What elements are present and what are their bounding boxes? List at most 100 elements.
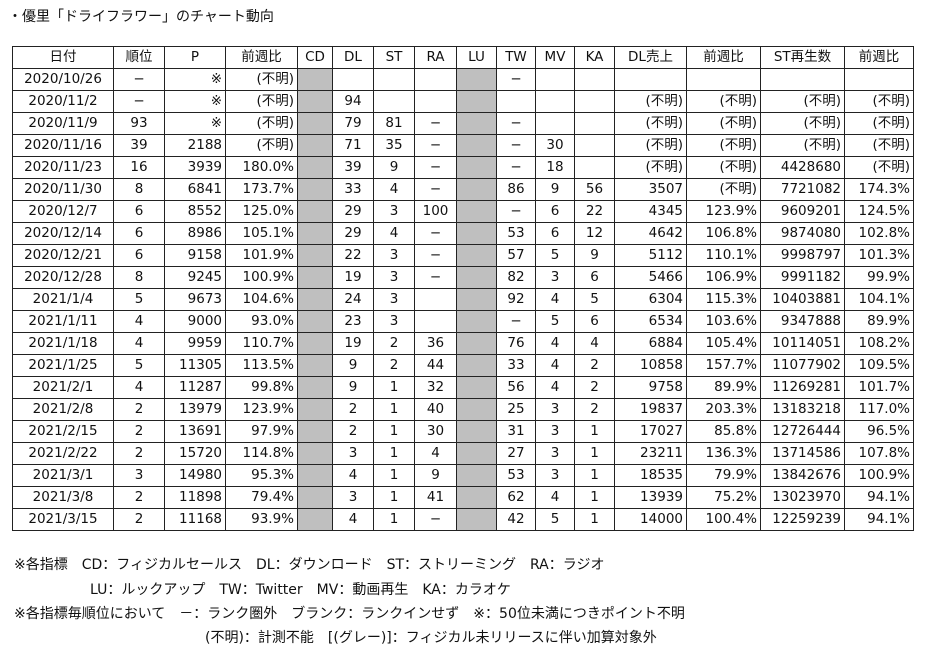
table-cell: 35: [373, 134, 415, 157]
table-cell: 3: [113, 464, 165, 487]
note: LU：ルックアップ TW：Twitter MV：動画再生 KA：カラオケ: [90, 582, 511, 598]
table-cell: (不明): [686, 134, 761, 157]
table-cell: [297, 354, 333, 377]
table-cell: 2188: [164, 134, 226, 157]
table-cell: 2020/12/7: [12, 200, 114, 223]
table-cell: 2020/11/9: [12, 112, 114, 135]
table-row: 2021/1/25 5 11305 113.5% 9 2 44 33 4 2 10858 157.7%…: [12, 354, 914, 377]
column-header: DL: [332, 46, 374, 69]
table-cell: 79.4%: [225, 486, 298, 509]
table-cell: 25: [496, 398, 536, 421]
table-cell: 9874080: [760, 222, 845, 245]
column-header: LU: [456, 46, 497, 69]
column-header: RA: [414, 46, 457, 69]
table-cell: 12: [574, 222, 615, 245]
table-cell: −: [414, 266, 457, 289]
table-cell: 9: [373, 156, 415, 179]
table-cell: 174.3%: [844, 178, 914, 201]
table-cell: 10858: [614, 354, 687, 377]
table-cell: 3: [535, 420, 575, 443]
table-cell: 93.0%: [225, 310, 298, 333]
table-cell: −: [414, 112, 457, 135]
table-cell: 29: [332, 222, 374, 245]
table-cell: 9: [332, 354, 374, 377]
table-row: 2021/3/1 3 14980 95.3% 4 1 9 53 3 1 18535 79.9% 1384…: [12, 464, 914, 487]
column-header: P: [164, 46, 226, 69]
table-cell: 2: [373, 354, 415, 377]
table-cell: 4642: [614, 222, 687, 245]
note: ※各指標 CD：フィジカルセールス DL：ダウンロード ST：ストリーミング R…: [14, 557, 605, 573]
table-cell: [414, 288, 457, 311]
table-cell: [373, 90, 415, 113]
table-cell: 2: [113, 486, 165, 509]
table-row: 2021/1/4 5 9673 104.6% 24 3 92 4 5 6304 115.3% 1040…: [12, 288, 914, 311]
table-cell: 14000: [614, 508, 687, 531]
table-cell: 13691: [164, 420, 226, 443]
table-cell: [456, 310, 497, 333]
table-cell: [297, 508, 333, 531]
table-cell: [297, 68, 333, 91]
table-cell: −: [496, 156, 536, 179]
table-cell: (不明): [614, 134, 687, 157]
table-cell: 157.7%: [686, 354, 761, 377]
table-cell: 79: [332, 112, 374, 135]
table-cell: [456, 420, 497, 443]
table-cell: 8986: [164, 222, 226, 245]
table-cell: [297, 332, 333, 355]
table-cell: 33: [496, 354, 536, 377]
table-cell: [414, 68, 457, 91]
table-cell: 1: [373, 376, 415, 399]
table-cell: ※: [164, 68, 226, 91]
table-cell: 3939: [164, 156, 226, 179]
table-cell: 94: [332, 90, 374, 113]
table-cell: −: [414, 134, 457, 157]
table-cell: [456, 156, 497, 179]
table-cell: 103.6%: [686, 310, 761, 333]
table-cell: 4: [574, 332, 615, 355]
table-cell: 42: [496, 508, 536, 531]
table-cell: 109.5%: [844, 354, 914, 377]
table-cell: [297, 222, 333, 245]
table-cell: [297, 398, 333, 421]
table-cell: 9959: [164, 332, 226, 355]
table-cell: 6: [574, 266, 615, 289]
table-cell: 107.8%: [844, 442, 914, 465]
table-cell: 9758: [614, 376, 687, 399]
table-cell: −: [113, 90, 165, 113]
table-cell: [456, 112, 497, 135]
table-row: 2020/12/14 6 8986 105.1% 29 4−53 6 12 4642 106.8%…: [12, 222, 914, 245]
table-cell: [297, 156, 333, 179]
table-cell: (不明): [844, 90, 914, 113]
table-cell: [297, 134, 333, 157]
table-cell: 125.0%: [225, 200, 298, 223]
table-cell: (不明): [614, 156, 687, 179]
table-cell: 10114051: [760, 332, 845, 355]
table-cell: [456, 222, 497, 245]
table-cell: 6: [113, 244, 165, 267]
table-cell: 30: [414, 420, 457, 443]
table-cell: 1: [373, 420, 415, 443]
table-cell: [574, 156, 615, 179]
table-cell: 22: [332, 244, 374, 267]
header-row: 日付 順位 P 前週比 CD DL ST RA LU TW MV KA DL売上 前週比 ST再生数 前週比: [12, 46, 914, 69]
column-header: CD: [297, 46, 333, 69]
table-cell: −: [414, 156, 457, 179]
table-cell: 4345: [614, 200, 687, 223]
table-cell: 2021/1/4: [12, 288, 114, 311]
table-cell: 11305: [164, 354, 226, 377]
table-cell: −: [414, 178, 457, 201]
table-cell: 11168: [164, 508, 226, 531]
table-cell: 4: [535, 332, 575, 355]
table-row: 2020/10/26− ※ (不明) −: [12, 68, 914, 91]
table-cell: 18: [535, 156, 575, 179]
table-cell: 9: [535, 178, 575, 201]
table-cell: [456, 508, 497, 531]
table-cell: [456, 486, 497, 509]
table-cell: 99.8%: [225, 376, 298, 399]
table-cell: 2021/1/11: [12, 310, 114, 333]
table-cell: 4: [373, 222, 415, 245]
table-cell: 75.2%: [686, 486, 761, 509]
table-cell: 4: [373, 178, 415, 201]
table-cell: 106.8%: [686, 222, 761, 245]
table-cell: 4: [535, 288, 575, 311]
